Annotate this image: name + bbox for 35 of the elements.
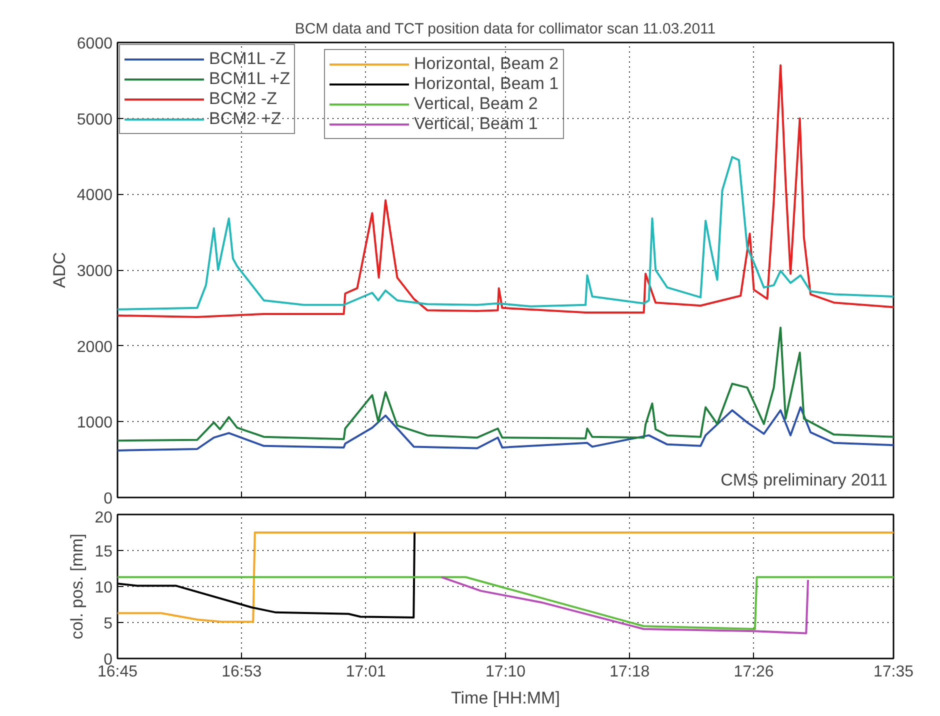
- line-series: [118, 156, 894, 310]
- legend-label: BCM1L +Z: [209, 69, 290, 89]
- legend-label: BCM2 -Z: [209, 89, 277, 109]
- y-tick-label: 10: [94, 580, 113, 596]
- y-axis-title: ADC: [50, 252, 69, 288]
- legend-label: Horizontal, Beam 2: [414, 54, 559, 74]
- x-tick-label: 16:53: [222, 664, 262, 680]
- line-series: [118, 406, 894, 452]
- y-tick-label: 5: [104, 616, 113, 632]
- x-tick-label: 17:10: [486, 664, 526, 680]
- y-axis-title: col. pos. [mm]: [68, 534, 87, 640]
- x-tick-label: 17:18: [610, 664, 650, 680]
- legend-label: Vertical, Beam 1: [414, 114, 538, 134]
- chart-title: BCM data and TCT position data for collimator scan 11.03.2011: [294, 20, 716, 38]
- x-tick-label: 17:01: [346, 664, 386, 680]
- y-tick-label: 0: [104, 490, 113, 508]
- x-tick-label: 17:35: [873, 664, 914, 680]
- y-tick-label: 4000: [76, 187, 113, 204]
- line-series: [440, 576, 810, 634]
- legend-label: BCM1L -Z: [209, 49, 286, 69]
- line-series: [118, 326, 894, 442]
- y-tick-label: 6000: [76, 36, 113, 52]
- y-tick-label: 1000: [76, 414, 113, 432]
- x-axis-title: Time [HH:MM]: [451, 688, 560, 708]
- x-tick-label: 17:26: [734, 664, 774, 680]
- y-tick-label: 5000: [76, 111, 113, 128]
- legend-label: BCM2 +Z: [209, 109, 282, 129]
- legend-label: Horizontal, Beam 1: [414, 74, 559, 94]
- legend-label: Vertical, Beam 2: [414, 94, 538, 114]
- y-tick-label: 3000: [76, 263, 113, 280]
- y-tick-label: 20: [94, 510, 113, 526]
- y-tick-label: 15: [94, 544, 113, 560]
- y-tick-label: 2000: [76, 338, 113, 356]
- annotation: CMS preliminary 2011: [720, 470, 888, 490]
- line-series: [118, 532, 894, 623]
